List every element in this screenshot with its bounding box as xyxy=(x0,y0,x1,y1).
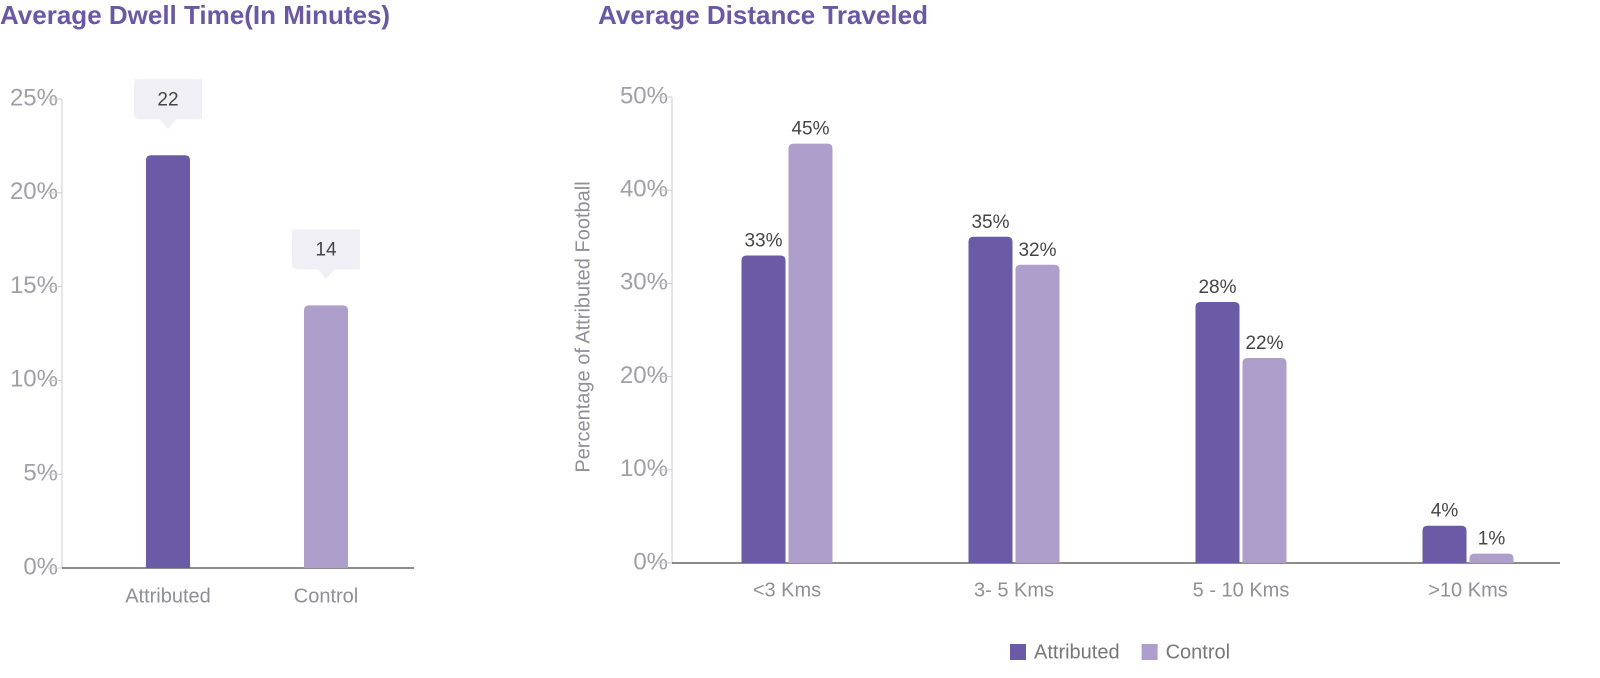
y-tick-label: 30% xyxy=(620,269,668,296)
y-tick-label: 15% xyxy=(10,272,58,299)
data-label: 45% xyxy=(791,119,829,140)
x-tick-label: 3- 5 Kms xyxy=(974,579,1054,601)
data-label: 32% xyxy=(1018,240,1056,261)
bar xyxy=(741,255,786,563)
x-tick-label: Control xyxy=(294,585,358,607)
bar xyxy=(1422,525,1467,563)
chart-title: Average Dwell Time(In Minutes) xyxy=(0,0,390,30)
data-label: 14 xyxy=(315,239,337,260)
y-tick-label: 5% xyxy=(23,460,58,487)
bar xyxy=(788,143,833,563)
callout-box xyxy=(292,229,360,270)
x-tick-label: <3 Kms xyxy=(753,579,821,601)
chart-title: Average Distance Traveled xyxy=(598,0,928,30)
bar xyxy=(1469,553,1514,563)
y-tick-label: 0% xyxy=(633,548,668,575)
data-label: 33% xyxy=(744,230,782,251)
y-tick-label: 10% xyxy=(620,455,668,482)
y-axis-label: Percentage of Attributed Football xyxy=(572,181,594,472)
legend-swatch xyxy=(1141,644,1158,660)
bar xyxy=(146,155,190,568)
data-label: 35% xyxy=(971,212,1009,233)
y-tick-label: 10% xyxy=(10,366,58,393)
y-tick-label: 20% xyxy=(620,362,668,389)
data-label: 22 xyxy=(157,89,178,110)
data-label: 1% xyxy=(1478,529,1506,550)
bar xyxy=(968,236,1013,564)
legend-swatch xyxy=(1010,644,1026,660)
x-tick-label: >10 Kms xyxy=(1428,579,1507,601)
data-label: 22% xyxy=(1245,333,1283,354)
bar xyxy=(1242,357,1287,563)
callout-box xyxy=(134,79,202,120)
data-label: 28% xyxy=(1198,277,1236,298)
y-tick-label: 20% xyxy=(10,178,58,205)
x-tick-label: Attributed xyxy=(125,585,211,607)
data-label: 4% xyxy=(1431,501,1459,522)
x-tick-label: 5 - 10 Kms xyxy=(1193,579,1290,601)
legend-label: Control xyxy=(1166,641,1230,663)
bar xyxy=(1015,264,1060,563)
y-tick-label: 25% xyxy=(10,84,58,111)
y-tick-label: 50% xyxy=(620,82,668,109)
legend-label: Attributed xyxy=(1034,641,1120,663)
y-tick-label: 40% xyxy=(620,176,668,203)
y-tick-label: 0% xyxy=(23,553,58,580)
bar xyxy=(1195,302,1240,563)
bar xyxy=(304,305,348,568)
